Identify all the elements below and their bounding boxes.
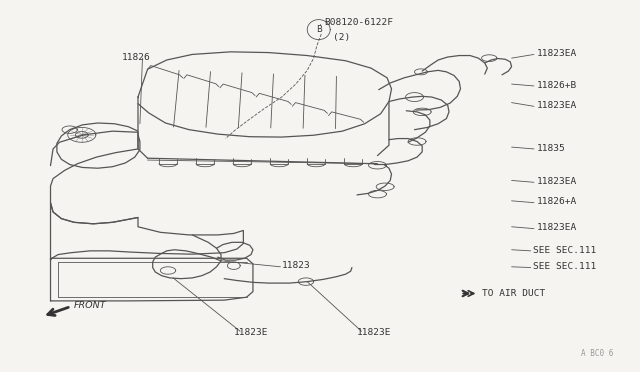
Text: 11835: 11835 — [537, 144, 566, 153]
Text: 11823EA: 11823EA — [537, 101, 577, 110]
Text: 11826+B: 11826+B — [537, 81, 577, 90]
Text: 11826: 11826 — [122, 52, 151, 61]
Text: 11823EA: 11823EA — [537, 223, 577, 232]
Text: 11823EA: 11823EA — [537, 49, 577, 58]
Text: A BC0 6: A BC0 6 — [581, 349, 614, 358]
Text: 11826+A: 11826+A — [537, 198, 577, 206]
Text: SEE SEC.111: SEE SEC.111 — [532, 262, 596, 271]
Text: FRONT: FRONT — [74, 301, 107, 310]
Text: TO AIR DUCT: TO AIR DUCT — [481, 289, 545, 298]
Text: 11823E: 11823E — [234, 328, 268, 337]
Text: (2): (2) — [333, 33, 350, 42]
Text: B: B — [316, 25, 322, 34]
Text: 11823: 11823 — [282, 261, 310, 270]
Text: B08120-6122F: B08120-6122F — [324, 18, 394, 27]
Text: SEE SEC.111: SEE SEC.111 — [532, 246, 596, 254]
Text: 11823EA: 11823EA — [537, 177, 577, 186]
Text: 11823E: 11823E — [356, 328, 391, 337]
